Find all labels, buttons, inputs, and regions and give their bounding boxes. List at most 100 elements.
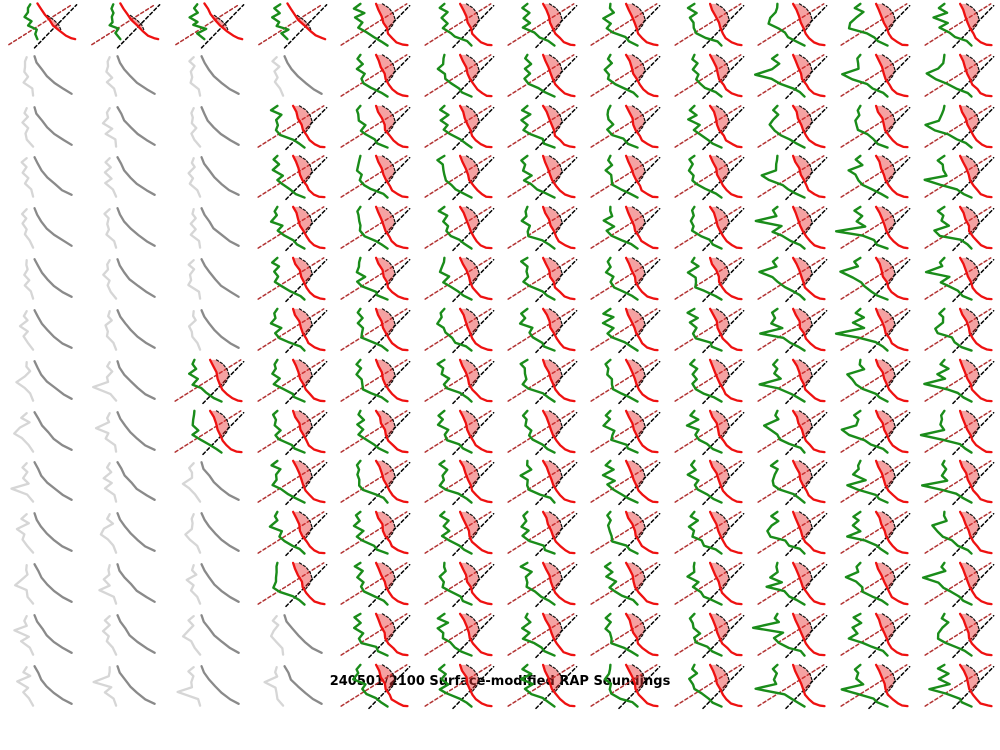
sounding-thumbnail [674, 155, 745, 201]
dewpoint-curve [846, 358, 890, 403]
sounding-thumbnail [424, 256, 495, 303]
dewpoint-curve [925, 53, 973, 98]
sounding-cell [583, 559, 666, 610]
sounding-thumbnail [753, 53, 828, 99]
sounding-cell [750, 51, 833, 102]
sounding-cell [0, 152, 83, 203]
sounding-cell [167, 508, 250, 559]
temperature-curve [875, 460, 909, 504]
sounding-thumbnail [674, 612, 745, 658]
sounding-cell [750, 559, 833, 610]
temperature-curve [458, 612, 493, 657]
sounding-cell [250, 407, 333, 458]
sounding-cell [167, 356, 250, 407]
temperature-curve [375, 307, 409, 352]
black-reference-dashed-line [451, 665, 495, 709]
sounding-cell [333, 559, 416, 610]
parcel-trace-curve [798, 358, 813, 388]
red-reference-dashed-line [257, 307, 325, 351]
gray-temperature-curve [33, 664, 73, 705]
sounding-cell [750, 254, 833, 305]
dewpoint-curve [606, 104, 640, 149]
gray-temperature-curve [116, 613, 157, 654]
red-reference-dashed-line [840, 358, 908, 402]
sounding-cell [917, 508, 1000, 559]
parcel-trace-curve [798, 3, 813, 32]
dewpoint-curve [603, 53, 640, 98]
sounding-thumbnail [507, 104, 578, 150]
parcel-trace-curve [632, 3, 646, 32]
black-reference-dashed-line [785, 411, 828, 455]
red-reference-dashed-line [590, 358, 658, 402]
temperature-curve [958, 510, 993, 555]
red-reference-dashed-line [840, 460, 908, 504]
parcel-trace-curve [965, 3, 980, 32]
dewpoint-curve [353, 612, 390, 657]
black-reference-dashed-line [785, 55, 828, 99]
sounding-thumbnail [104, 308, 157, 351]
temperature-curve [375, 205, 409, 250]
sounding-cell [583, 457, 666, 508]
sounding-thumbnail [920, 459, 995, 506]
red-reference-dashed-line [340, 257, 408, 300]
sounding-cell [250, 508, 333, 559]
dewpoint-curve [688, 358, 723, 403]
red-reference-dashed-line [840, 663, 908, 707]
sounding-cell [333, 152, 416, 203]
sounding-cell [583, 102, 666, 153]
sounding-thumbnail [257, 561, 328, 608]
dewpoint-curve [602, 205, 640, 251]
sounding-cell [0, 0, 83, 51]
sounding-thumbnail [257, 256, 328, 303]
sounding-cell [833, 51, 916, 102]
parcel-trace-curve [882, 104, 896, 134]
sounding-cell [417, 203, 500, 254]
red-reference-dashed-line [840, 257, 908, 300]
temperature-curve [541, 612, 576, 657]
sounding-thumbnail [590, 459, 661, 506]
sounding-cell [583, 203, 666, 254]
sounding-thumbnail [23, 258, 73, 300]
dewpoint-curve [839, 256, 890, 301]
sounding-cell [833, 305, 916, 356]
red-reference-dashed-line [590, 206, 658, 250]
red-reference-dashed-line [257, 155, 325, 199]
sounding-cell [167, 203, 250, 254]
parcel-trace-curve [632, 562, 646, 591]
gray-dewpoint-curve [20, 157, 35, 199]
temperature-curve [958, 460, 993, 504]
sounding-thumbnail [507, 409, 578, 455]
red-reference-dashed-line [507, 3, 575, 46]
dewpoint-curve [438, 561, 473, 606]
black-reference-dashed-line [701, 208, 745, 252]
sounding-thumbnail [674, 104, 745, 150]
sounding-cell [250, 610, 333, 661]
gray-temperature-curve [200, 258, 240, 299]
temperature-curve [791, 205, 826, 250]
dewpoint-curve [356, 307, 390, 352]
sounding-thumbnail [590, 663, 661, 709]
black-reference-dashed-line [368, 55, 411, 99]
red-reference-dashed-line [757, 206, 825, 250]
sounding-cell [750, 102, 833, 153]
sounding-cell [583, 152, 666, 203]
red-reference-dashed-line [590, 53, 658, 97]
sounding-thumbnail [98, 563, 157, 605]
black-reference-dashed-line [535, 411, 578, 455]
temperature-curve [708, 358, 743, 402]
red-reference-dashed-line [340, 460, 408, 504]
red-reference-dashed-line [424, 562, 492, 605]
parcel-trace-curve [715, 663, 730, 693]
gray-dewpoint-curve [187, 55, 201, 97]
sounding-thumbnail [674, 256, 745, 303]
dewpoint-curve [768, 104, 806, 149]
sounding-cell [500, 407, 583, 458]
black-reference-dashed-line [451, 4, 495, 49]
black-reference-dashed-line [535, 259, 578, 303]
sounding-cell [917, 407, 1000, 458]
sounding-cell [500, 305, 583, 356]
temperature-curve [625, 460, 659, 504]
sounding-cell [417, 508, 500, 559]
black-reference-dashed-line [785, 309, 828, 354]
red-reference-dashed-line [757, 409, 825, 453]
